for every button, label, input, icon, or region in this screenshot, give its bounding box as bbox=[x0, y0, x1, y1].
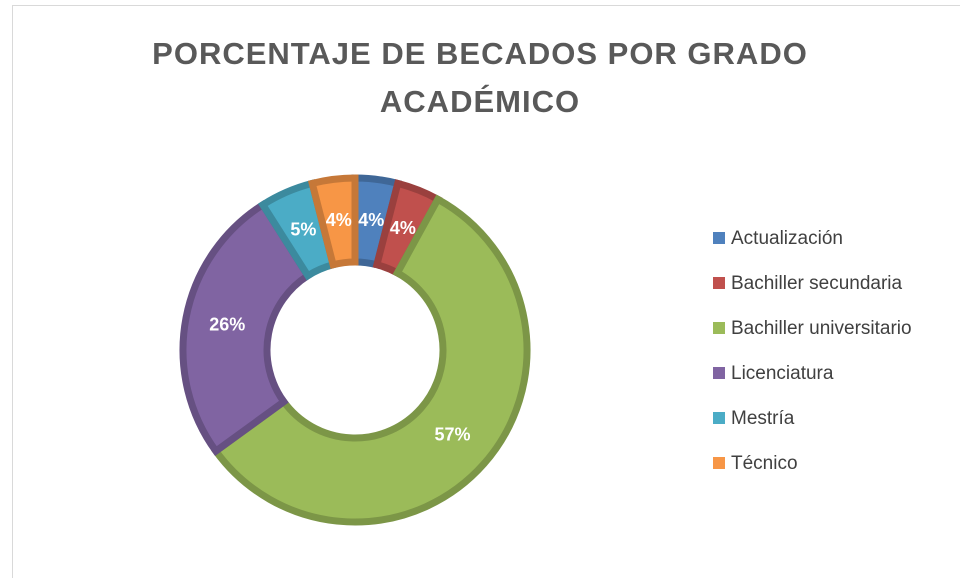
slice bbox=[307, 174, 359, 270]
legend-label: Bachiller secundaria bbox=[731, 273, 903, 294]
legend-swatch bbox=[713, 412, 725, 424]
legend-label: Actualización bbox=[731, 228, 843, 249]
legend-label: Licenciatura bbox=[731, 363, 834, 384]
chart-title: PORCENTAJE DE BECADOS POR GRADO ACADÉMIC… bbox=[152, 36, 808, 119]
legend-label: Mestría bbox=[731, 408, 795, 429]
data-label: 4% bbox=[390, 218, 416, 238]
data-label: 26% bbox=[209, 314, 245, 334]
slice bbox=[210, 194, 531, 526]
data-label: 4% bbox=[326, 210, 352, 230]
chart-border bbox=[12, 5, 960, 578]
legend-swatch bbox=[713, 277, 725, 289]
legend-swatch bbox=[713, 232, 725, 244]
slice bbox=[179, 199, 313, 456]
legend-swatch bbox=[713, 367, 725, 379]
data-label: 4% bbox=[358, 210, 384, 230]
data-label: 57% bbox=[434, 425, 470, 445]
legend-label: Técnico bbox=[731, 453, 798, 474]
legend-label: Bachiller universitario bbox=[731, 318, 912, 339]
data-label: 5% bbox=[290, 219, 316, 239]
legend-swatch bbox=[713, 322, 725, 334]
legend-swatch bbox=[713, 457, 725, 469]
